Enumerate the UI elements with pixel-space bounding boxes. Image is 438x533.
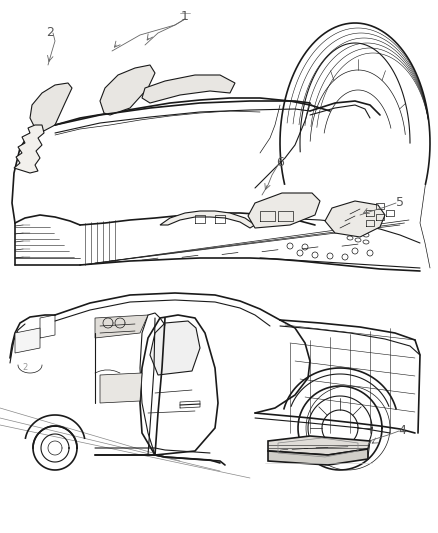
Text: 2: 2: [22, 363, 27, 372]
Text: 2: 2: [46, 27, 54, 39]
Polygon shape: [268, 436, 370, 455]
Polygon shape: [142, 75, 235, 103]
Polygon shape: [150, 321, 200, 375]
Polygon shape: [325, 201, 385, 237]
Polygon shape: [160, 211, 255, 228]
Polygon shape: [268, 449, 368, 465]
Text: 4: 4: [398, 424, 406, 438]
Polygon shape: [140, 315, 218, 455]
Polygon shape: [100, 373, 142, 403]
Text: 6: 6: [276, 157, 284, 169]
Polygon shape: [368, 441, 370, 459]
Polygon shape: [14, 125, 44, 173]
Text: 5: 5: [396, 197, 404, 209]
Polygon shape: [248, 193, 320, 228]
Polygon shape: [100, 65, 155, 115]
Text: 1: 1: [181, 10, 189, 22]
Polygon shape: [30, 83, 72, 133]
Polygon shape: [15, 328, 40, 353]
Polygon shape: [95, 315, 148, 338]
